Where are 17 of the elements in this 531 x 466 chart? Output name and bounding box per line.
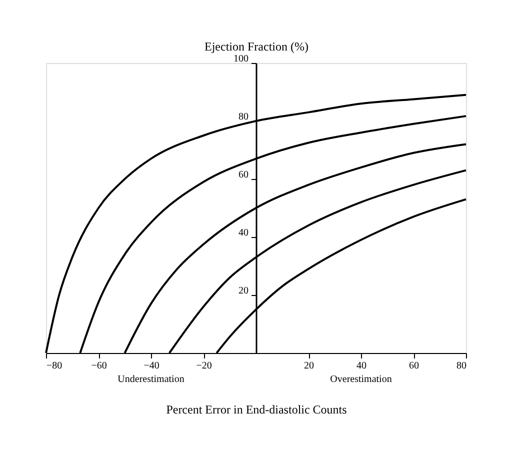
y-tick-label: 20 — [238, 286, 248, 296]
text: Overestimation — [330, 374, 392, 385]
x-tick-label: −60 — [91, 360, 107, 372]
x-tick-label: −20 — [196, 360, 212, 372]
y-axis-title: Ejection Fraction (%) — [204, 40, 308, 54]
x-tick-label: 20 — [304, 360, 314, 372]
x-tick-label: 80 — [456, 360, 466, 372]
x-tick-label: −40 — [144, 360, 160, 372]
x-axis-title: Percent Error in End-diastolic Counts — [166, 402, 348, 416]
x-tick-label: 40 — [356, 360, 366, 372]
y-tick-label: 80 — [238, 112, 248, 122]
x-tick-label: 60 — [409, 360, 419, 372]
y-tick-label: 100 — [234, 54, 248, 64]
y-tick-label: 60 — [238, 170, 248, 180]
text: Underestimation — [118, 374, 184, 385]
y-tick-label: 40 — [238, 228, 248, 238]
x-tick-label: −80 — [46, 360, 62, 372]
